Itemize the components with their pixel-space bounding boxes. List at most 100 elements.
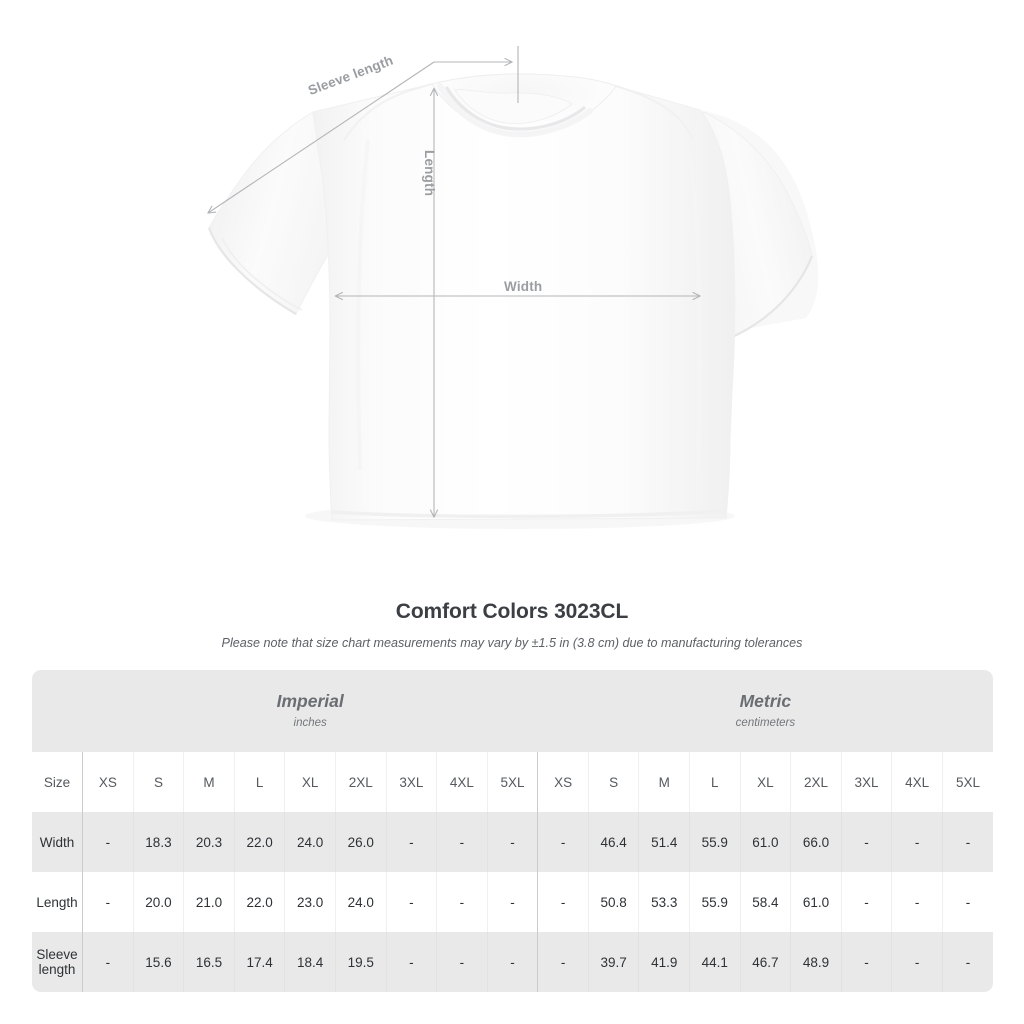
size-header-metric-xs: XS — [537, 752, 589, 812]
size-header-metric-4xl: 4XL — [891, 752, 943, 812]
cell-sleeve-imperial-xs: - — [82, 932, 134, 992]
unit-group-metric-sub: centimeters — [735, 717, 796, 729]
cell-length-metric-xl: 58.4 — [739, 872, 791, 932]
size-header-imperial-2xl: 2XL — [334, 752, 387, 812]
unit-group-imperial-name: Imperial — [276, 691, 344, 711]
table-row: Sleeve length - 15.6 16.5 17.4 18.4 19.5… — [32, 932, 993, 992]
cell-length-imperial-2xl: 24.0 — [334, 872, 387, 932]
unit-group-metric-name: Metric — [739, 691, 792, 711]
collar-ribbing — [437, 83, 593, 138]
cell-sleeve-metric-2xl: 48.9 — [790, 932, 842, 992]
cell-width-metric-5xl: - — [941, 812, 993, 872]
cell-width-imperial-2xl: 26.0 — [334, 812, 387, 872]
unit-header-corner — [32, 670, 83, 752]
cell-width-imperial-xs: - — [82, 812, 134, 872]
size-header-imperial-4xl: 4XL — [436, 752, 488, 812]
cell-length-metric-3xl: - — [840, 872, 892, 932]
size-header-metric-5xl: 5XL — [941, 752, 993, 812]
size-header-imperial-3xl: 3XL — [385, 752, 437, 812]
cell-length-imperial-l: 22.0 — [233, 872, 285, 932]
cell-width-metric-m: 51.4 — [638, 812, 690, 872]
right-sleeve-hem — [729, 255, 814, 340]
size-header-metric-s: S — [587, 752, 639, 812]
size-header-metric-2xl: 2XL — [790, 752, 842, 812]
cell-sleeve-imperial-5xl: - — [486, 932, 538, 992]
cell-sleeve-imperial-3xl: - — [385, 932, 437, 992]
size-chart-body: Imperial inches Metric centimeters Size … — [32, 670, 993, 992]
unit-header-row: Imperial inches Metric centimeters — [32, 670, 993, 752]
cell-length-imperial-xl: 23.0 — [284, 872, 336, 932]
left-sleeve-fold — [221, 237, 303, 311]
cell-length-imperial-xs: - — [82, 872, 134, 932]
size-header-imperial-xs: XS — [82, 752, 134, 812]
cell-length-imperial-s: 20.0 — [132, 872, 184, 932]
size-header-metric-3xl: 3XL — [840, 752, 892, 812]
cell-sleeve-metric-5xl: - — [941, 932, 993, 992]
size-header-metric-xl: XL — [739, 752, 791, 812]
size-header-metric-l: L — [689, 752, 741, 812]
cell-length-metric-4xl: - — [891, 872, 943, 932]
size-header-imperial-l: L — [233, 752, 285, 812]
right-shoulder-seam — [615, 85, 693, 139]
cell-width-imperial-m: 20.3 — [183, 812, 235, 872]
cell-length-metric-xs: - — [537, 872, 589, 932]
tshirt-illustration — [207, 46, 814, 521]
size-chart-table: Imperial inches Metric centimeters Size … — [32, 670, 993, 992]
cell-width-imperial-5xl: - — [486, 812, 538, 872]
cell-width-imperial-xl: 24.0 — [284, 812, 336, 872]
dimension-lines — [207, 46, 701, 518]
title-block: Comfort Colors 3023CL Please note that s… — [0, 598, 1024, 651]
cell-width-metric-xl: 61.0 — [739, 812, 791, 872]
cell-width-metric-3xl: - — [840, 812, 892, 872]
cell-length-imperial-5xl: - — [486, 872, 538, 932]
left-shoulder-seam — [343, 83, 433, 141]
cell-width-metric-s: 46.4 — [587, 812, 639, 872]
cell-sleeve-metric-xl: 46.7 — [739, 932, 791, 992]
cell-width-metric-2xl: 66.0 — [790, 812, 842, 872]
cell-sleeve-imperial-l: 17.4 — [233, 932, 285, 992]
size-header-imperial-m: M — [183, 752, 235, 812]
size-header-row: Size XS S M L XL 2XL 3XL 4XL 5XL XS S M … — [32, 752, 993, 812]
size-header-imperial-5xl: 5XL — [486, 752, 538, 812]
collar-inner — [445, 86, 586, 131]
cell-sleeve-imperial-m: 16.5 — [183, 932, 235, 992]
tshirt-diagram: Sleeve length Length Width — [207, 46, 814, 521]
cell-length-metric-m: 53.3 — [638, 872, 690, 932]
cell-length-metric-5xl: - — [941, 872, 993, 932]
cell-sleeve-imperial-xl: 18.4 — [284, 932, 336, 992]
cell-sleeve-imperial-s: 15.6 — [132, 932, 184, 992]
unit-group-imperial: Imperial inches — [82, 670, 538, 752]
left-sleeve-hem — [207, 227, 297, 315]
body-hem — [331, 509, 727, 519]
tolerance-note: Please note that size chart measurements… — [221, 636, 803, 650]
cell-length-metric-s: 50.8 — [587, 872, 639, 932]
size-header-imperial-xl: XL — [284, 752, 336, 812]
unit-group-imperial-sub: inches — [293, 717, 327, 729]
unit-group-metric: Metric centimeters — [537, 670, 993, 752]
cell-width-metric-l: 55.9 — [689, 812, 741, 872]
size-header-imperial-s: S — [132, 752, 184, 812]
cell-width-imperial-s: 18.3 — [132, 812, 184, 872]
cell-width-metric-4xl: - — [891, 812, 943, 872]
cell-width-metric-xs: - — [537, 812, 589, 872]
neck-opening — [454, 89, 573, 124]
cell-sleeve-metric-l: 44.1 — [689, 932, 741, 992]
shirt-body — [312, 73, 736, 521]
sleeve-length-line — [207, 61, 435, 214]
cell-width-imperial-4xl: - — [436, 812, 488, 872]
cell-sleeve-imperial-4xl: - — [436, 932, 488, 992]
cell-sleeve-metric-s: 39.7 — [587, 932, 639, 992]
row-label-sleeve-length: Sleeve length — [32, 932, 83, 992]
cell-length-metric-l: 55.9 — [689, 872, 741, 932]
page-title: Comfort Colors 3023CL — [395, 600, 629, 623]
row-label-length: Length — [32, 872, 83, 932]
cell-length-imperial-m: 21.0 — [183, 872, 235, 932]
cell-length-imperial-4xl: - — [436, 872, 488, 932]
cell-sleeve-metric-m: 41.9 — [638, 932, 690, 992]
cell-length-metric-2xl: 61.0 — [790, 872, 842, 932]
cell-width-imperial-3xl: - — [385, 812, 437, 872]
cell-sleeve-metric-xs: - — [537, 932, 589, 992]
size-header-label: Size — [32, 752, 83, 812]
row-label-width: Width — [32, 812, 83, 872]
table-row: Width - 18.3 20.3 22.0 24.0 26.0 - - - -… — [32, 812, 993, 872]
